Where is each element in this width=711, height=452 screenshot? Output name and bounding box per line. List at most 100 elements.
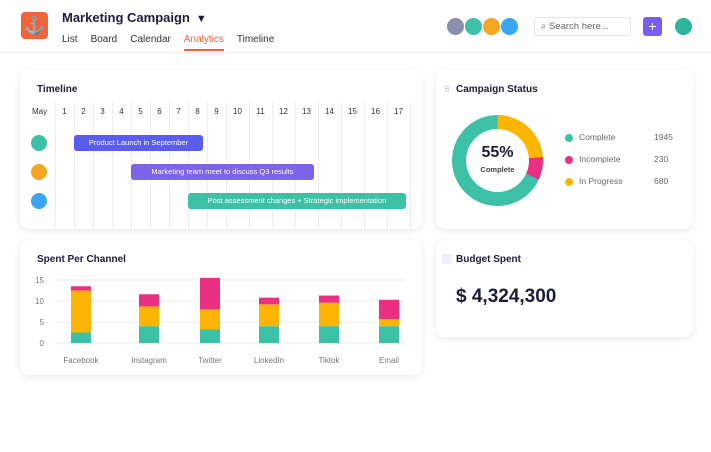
bar-segment [379,319,399,327]
task-bar[interactable]: Post assessment changes + Strategic impl… [188,193,406,209]
day-label: 11 [256,107,265,116]
day-label: 3 [100,107,105,116]
completion-percent: 55% [481,144,514,161]
day-label: 10 [233,107,242,116]
y-tick-label: 15 [35,276,44,285]
day-label: 13 [302,107,311,116]
tab-analytics[interactable]: Analytics [183,34,224,51]
team-avatars[interactable] [446,17,519,36]
budget-icon [442,254,452,264]
avatar[interactable] [446,17,465,36]
avatar[interactable] [500,17,519,36]
chart-title: Spent Per Channel [37,254,126,265]
legend-label: Incomplete [579,154,621,164]
day-label: 14 [325,107,334,116]
grid-line [112,102,113,229]
bar-segment [259,304,279,327]
stacked-bar-chart: 0 5 10 15 Facebook Instagram Twitter LinkedIn Ti… [35,276,405,365]
bar-segment [139,306,159,327]
bar-segment [259,297,279,305]
legend-dot-icon [565,156,573,164]
anchor-icon[interactable]: ⚓ [21,12,48,39]
bar-segment [71,290,91,333]
legend-label: In Progress [579,176,623,186]
assignee-avatar[interactable] [31,193,47,209]
app-header: ⚓ Marketing Campaign ▼ List Board Calendar A… [0,0,711,53]
assignee-avatar[interactable] [31,135,47,151]
day-label: 7 [176,107,181,116]
card-title: Budget Spent [456,254,521,265]
grid-line [74,102,75,229]
day-label: 1 [62,107,67,116]
grid-line [387,102,388,229]
day-label: 9 [214,107,219,116]
day-label: 12 [279,107,288,116]
legend-label: Complete [579,132,616,142]
day-label: 16 [371,107,380,116]
avatar[interactable] [464,17,483,36]
grid-line [364,102,365,229]
bar-segment [200,329,220,343]
bar-segment [319,302,339,327]
card-title: Campaign Status [456,84,538,95]
day-label: 4 [119,107,124,116]
bar-segment [259,326,279,343]
chevron-down-icon[interactable]: ▼ [195,13,207,25]
day-label: 15 [348,107,357,116]
bar-segment [200,277,220,310]
drag-handle-icon[interactable]: ⠿ [444,85,450,94]
tab-timeline[interactable]: Timeline [236,34,275,45]
card-title: Timeline [37,84,78,95]
day-label: 17 [394,107,403,116]
grid-line [55,102,56,229]
x-tick-label: Tiktok [318,356,340,365]
grid-line [410,102,411,229]
x-tick-label: LinkedIn [254,356,284,365]
day-label: 8 [195,107,200,116]
legend-value: 1945 [654,132,673,142]
search-icon: ⌕ [541,21,549,32]
bar-segment [319,295,339,303]
y-tick-label: 0 [40,339,45,348]
add-button[interactable]: + [643,17,662,36]
tab-calendar[interactable]: Calendar [130,34,171,45]
spent-per-channel-card: Spent Per Channel 0 5 10 15 Facebook Instagra… [20,240,422,375]
user-avatar[interactable] [674,17,693,36]
legend-dot-icon [565,134,573,142]
task-bar[interactable]: Product Launch in September [74,135,203,151]
legend-value: 230 [654,154,669,164]
assignee-avatar[interactable] [31,164,47,180]
bar-segment [379,326,399,343]
legend-dot-icon [565,178,573,186]
tab-board[interactable]: Board [90,34,118,45]
budget-value: $ 4,324,300 [456,286,557,307]
budget-spent-card: Budget Spent $ 4,324,300 [436,240,693,337]
project-title[interactable]: Marketing Campaign ▼ [62,10,207,25]
avatar[interactable] [482,17,501,36]
search-input[interactable]: ⌕ Search here... [534,17,631,36]
day-label: 6 [157,107,162,116]
grid-line [318,102,319,229]
task-bar[interactable]: Marketing team meet to discuss Q3 result… [131,164,314,180]
x-tick-label: Facebook [63,356,99,365]
x-tick-label: Twitter [198,356,222,365]
bar-segment [200,309,220,330]
timeline-card: Timeline May 1 2 3 4 5 6 7 8 9 10 11 12 13 14 15 16 17 Pr… [20,70,422,229]
x-tick-label: Email [379,356,399,365]
grid-line [93,102,94,229]
y-tick-label: 5 [40,318,45,327]
month-label: May [32,107,48,116]
grid-line [341,102,342,229]
bar-segment [319,326,339,343]
tab-list[interactable]: List [62,34,78,45]
x-tick-label: Instagram [131,356,167,365]
day-label: 5 [138,107,143,116]
view-tabs: List Board Calendar Analytics Timeline [62,34,274,51]
bar-segment [139,294,159,307]
y-tick-label: 10 [35,297,44,306]
campaign-status-card: ⠿ Campaign Status 55% Complete Complete 1… [436,70,693,229]
day-label: 2 [81,107,86,116]
bar-segment [379,299,399,320]
completion-label: Complete [480,165,515,174]
bar-segment [139,326,159,343]
